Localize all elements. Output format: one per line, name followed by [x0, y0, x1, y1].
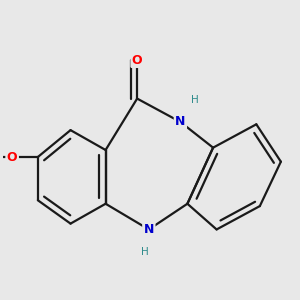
Text: H: H — [190, 94, 198, 104]
Text: O: O — [7, 151, 17, 164]
Text: O: O — [132, 53, 142, 67]
Text: H: H — [142, 247, 149, 257]
Text: N: N — [175, 116, 186, 128]
Text: N: N — [144, 223, 154, 236]
